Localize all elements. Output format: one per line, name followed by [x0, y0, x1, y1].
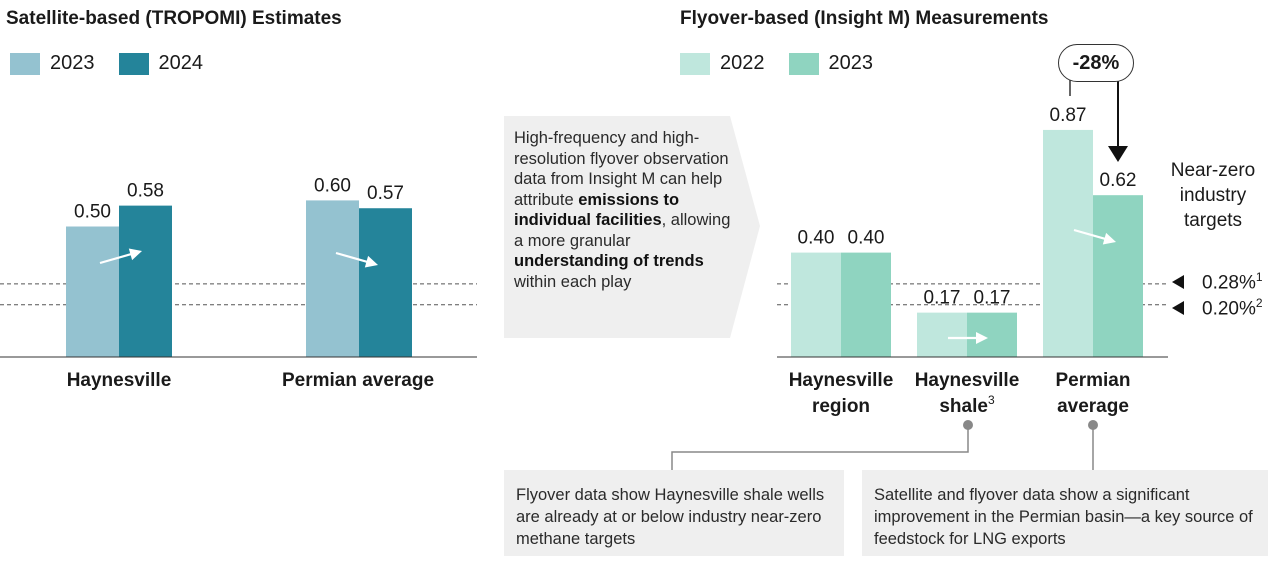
trend-arrow-head [976, 332, 988, 344]
bar-1-2-0 [1043, 129, 1093, 357]
category-label: Haynesville region [789, 370, 894, 417]
triangle-left-icon [1172, 275, 1184, 290]
category-label: Haynesville [67, 370, 172, 391]
trend-arrow-head [128, 248, 142, 261]
bar-1-1-0 [917, 312, 967, 357]
bar-0-1-0 [306, 200, 359, 357]
category-label: Haynesville shale3 [915, 370, 1020, 417]
trend-arrow-head [364, 255, 378, 268]
bar-0-0-1 [119, 205, 172, 357]
note-haynesville: Flyover data show Haynesville shale well… [504, 470, 844, 556]
legend-item-2022: 2022 [680, 52, 765, 75]
right-legend: 2022 2023 [680, 52, 887, 75]
callout-shape [504, 116, 760, 338]
left-legend: 2023 2024 [10, 52, 217, 75]
callout-part2: , allowing a more granular [514, 211, 731, 250]
legend-swatch-2023-flyover [788, 52, 819, 75]
targets-label: Near-zero industry targets [1170, 160, 1256, 231]
trend-arrow-head [1102, 232, 1116, 245]
legend-label: 2023 [50, 52, 95, 74]
category-label: Permian average [282, 370, 434, 391]
callout-part1: High-frequency and high-resolution flyov… [514, 129, 729, 209]
bar-1-0-0 [791, 252, 841, 357]
callout-bold2: understanding of trends [514, 252, 704, 270]
target-row-028: 0.28%1 [1172, 270, 1263, 294]
legend-item-2024: 2024 [118, 52, 204, 75]
trend-arrow-line [99, 252, 135, 265]
bar-1-1-1 [967, 312, 1017, 357]
target-row-020: 0.20%2 [1172, 296, 1263, 320]
legend-label: 2024 [158, 52, 204, 74]
bar-1-0-1 [841, 252, 891, 357]
data-label: 0.17 [974, 288, 1011, 309]
trend-arrow-line [335, 251, 371, 264]
category-label: Permian average [1056, 370, 1131, 417]
target-value: 0.20%2 [1202, 296, 1263, 320]
connector-line-haynesville [671, 425, 969, 470]
trend-arrow-line [1073, 228, 1109, 241]
data-label: 0.60 [314, 175, 351, 196]
callout-text: High-frequency and high-resolution flyov… [514, 128, 734, 292]
legend-swatch-2023 [10, 52, 40, 75]
callout-part3: within each play [514, 272, 632, 291]
legend-item-2023-flyover: 2023 [788, 52, 874, 75]
data-label: 0.40 [798, 228, 835, 249]
right-panel-title: Flyover-based (Insight M) Measurements [680, 8, 1049, 29]
left-panel-title: Satellite-based (TROPOMI) Estimates [6, 8, 342, 29]
bar-0-0-0 [66, 226, 119, 357]
data-label: 0.50 [74, 202, 111, 223]
data-label: 0.57 [367, 183, 404, 204]
data-label: 0.62 [1100, 170, 1137, 191]
bar-1-2-1 [1093, 195, 1143, 357]
bar-0-1-1 [359, 208, 412, 357]
data-label: 0.87 [1050, 105, 1087, 126]
legend-item-2023: 2023 [10, 52, 95, 75]
legend-label: 2023 [828, 52, 874, 74]
legend-label: 2022 [720, 52, 765, 74]
target-value: 0.28%1 [1202, 270, 1263, 294]
data-label: 0.17 [924, 288, 961, 309]
data-label: 0.40 [848, 228, 885, 249]
legend-swatch-2022 [680, 52, 710, 75]
change-badge: -28% [1058, 44, 1134, 82]
badge-arrowhead [1108, 146, 1128, 162]
legend-swatch-2024 [118, 52, 149, 75]
note-permian: Satellite and flyover data show a signif… [862, 470, 1268, 556]
triangle-left-icon [1172, 301, 1184, 316]
callout-bold1: emissions to individual facilities [514, 190, 680, 230]
data-label: 0.58 [127, 181, 164, 202]
